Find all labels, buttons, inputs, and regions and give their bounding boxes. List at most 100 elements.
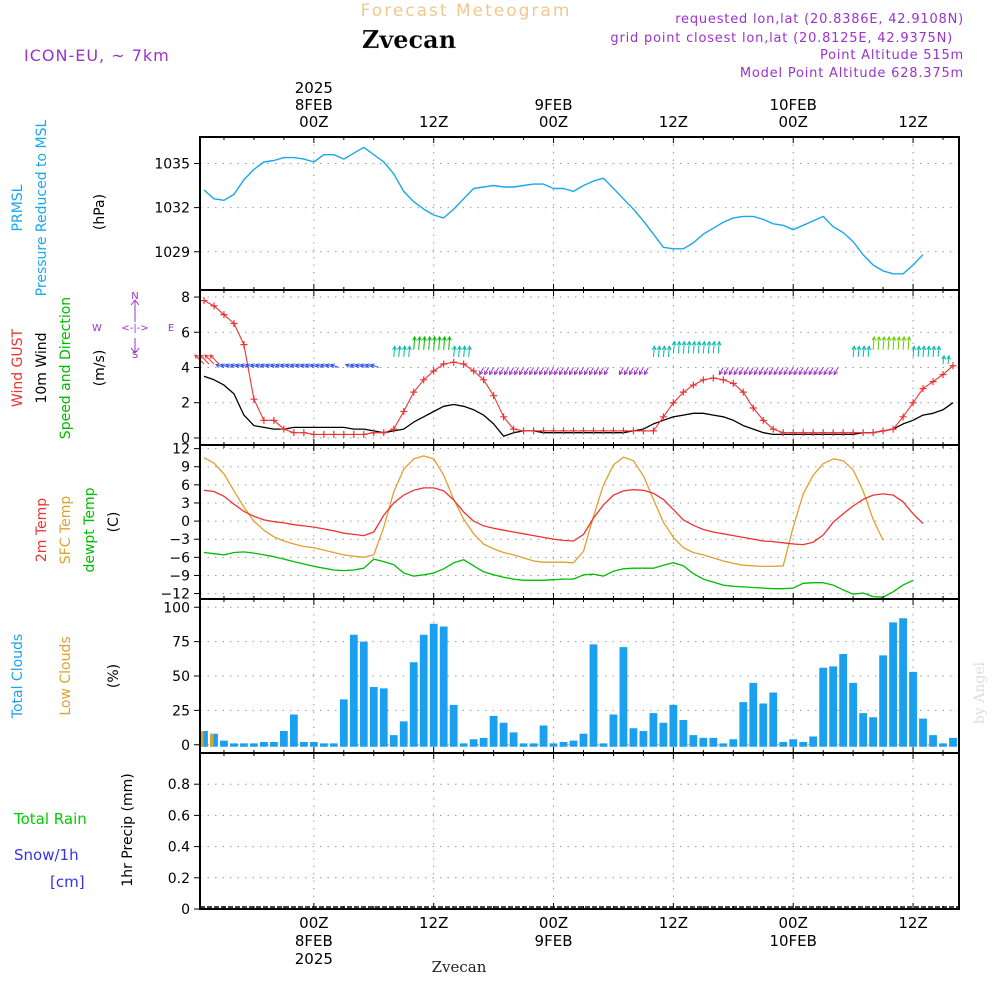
gust-marker: [520, 427, 528, 435]
gust-marker: [609, 427, 617, 435]
total-cloud-bar: [489, 715, 498, 747]
direction-arrow: [902, 336, 905, 350]
dewpt-line: [203, 551, 914, 598]
total-cloud-bar: [799, 742, 808, 747]
direction-arrow: [529, 367, 534, 375]
y-tick-label: 0.8: [168, 777, 190, 793]
direction-arrow-head: [524, 370, 529, 376]
direction-arrow-head: [249, 363, 255, 368]
direction-arrow-head: [284, 363, 290, 368]
total-cloud-bar: [250, 743, 258, 747]
gust-marker: [290, 429, 298, 437]
direction-arrow: [872, 336, 875, 350]
direction-arrow: [574, 367, 579, 375]
total-cloud-bar: [699, 737, 708, 747]
y-tick-label: 6: [181, 325, 190, 341]
direction-arrow-head: [274, 363, 280, 368]
gust-marker: [370, 429, 378, 437]
direction-arrow-head: [407, 345, 412, 351]
total-cloud-bar: [399, 721, 408, 747]
direction-arrow-head: [479, 370, 484, 376]
temp-unit: (C): [106, 512, 122, 533]
total-cloud-bar: [449, 704, 458, 747]
total-cloud-bar: [629, 728, 638, 747]
direction-arrow: [209, 354, 220, 365]
gust-marker: [390, 425, 398, 433]
total-cloud-bar: [240, 743, 248, 747]
time-label-bottom: 12Z: [659, 914, 688, 932]
snow-legend: Snow/1h: [14, 846, 79, 864]
y-tick-label: 0: [181, 902, 190, 918]
direction-arrow: [657, 346, 660, 357]
time-label-top: 12Z: [898, 113, 927, 131]
direction-arrow: [882, 336, 885, 350]
direction-arrow-head: [768, 370, 773, 376]
direction-arrow-head: [578, 370, 584, 376]
direction-arrow: [433, 336, 436, 350]
direction-arrow: [589, 367, 594, 375]
wind-speed-line: [203, 375, 954, 437]
direction-arrow-head: [733, 370, 738, 376]
gust-marker: [679, 388, 687, 396]
direction-arrow-head: [349, 363, 355, 368]
total-cloud-bar: [789, 739, 798, 747]
y-tick-label: 100: [163, 600, 190, 616]
direction-arrow-head: [504, 370, 509, 376]
total-cloud-bar: [909, 671, 917, 747]
gust-marker: [659, 413, 667, 421]
direction-arrow-head: [588, 370, 594, 376]
gust-marker: [699, 376, 707, 384]
direction-arrow-head: [906, 335, 912, 341]
direction-arrow: [892, 336, 895, 350]
direction-arrow-head: [534, 370, 539, 376]
total-cloud-bar: [869, 717, 878, 747]
direction-arrow: [370, 364, 379, 368]
rain-legend: Total Rain: [13, 810, 87, 828]
direction-arrow-head: [554, 370, 559, 376]
total-cloud-bar: [839, 654, 848, 747]
direction-arrow-head: [539, 370, 544, 376]
direction-arrow-head: [529, 370, 534, 376]
direction-arrow: [862, 346, 865, 357]
gust-marker: [789, 429, 797, 437]
direction-arrow-head: [743, 370, 748, 376]
direction-arrow-head: [244, 363, 250, 368]
total-cloud-bar: [829, 666, 838, 747]
direction-arrow-head: [603, 370, 609, 376]
direction-arrow-head: [412, 335, 417, 341]
total-cloud-bar: [659, 722, 668, 747]
time-label-bottom: 10FEB: [769, 932, 816, 950]
direction-arrow-head: [319, 363, 325, 368]
pressure-label: Pressure Reduced to MSL: [34, 119, 50, 296]
gust-marker: [779, 429, 787, 437]
direction-arrow: [204, 354, 215, 365]
time-label-bottom: 8FEB: [295, 932, 333, 950]
direction-arrow-head: [758, 370, 763, 376]
direction-arrow: [519, 367, 525, 375]
direction-arrow-head: [711, 340, 717, 346]
gust-marker: [739, 388, 747, 396]
total-cloud-bar: [469, 739, 478, 747]
requested-coords: requested lon,lat (20.8386E, 42.9108N): [675, 12, 964, 27]
y-tick-label: 9: [181, 460, 190, 476]
wind-label: 10m Wind: [34, 332, 50, 403]
gust-marker: [490, 392, 498, 400]
total-cloud-bar: [759, 703, 768, 747]
direction-arrow: [813, 367, 819, 375]
direction-arrow-head: [234, 363, 240, 368]
y-tick-label: 50: [172, 669, 190, 685]
y-tick-label: 0.4: [168, 840, 190, 856]
direction-arrow: [932, 346, 935, 357]
direction-arrow-head: [793, 370, 798, 376]
direction-arrow: [887, 336, 890, 350]
model-point-altitude: Model Point Altitude 628.375m: [740, 66, 964, 81]
gust-marker: [210, 302, 218, 310]
direction-arrow-head: [563, 370, 569, 376]
direction-arrow-head: [269, 363, 275, 368]
direction-arrow: [788, 367, 794, 375]
direction-arrow-head: [941, 354, 946, 360]
direction-arrow-head: [856, 345, 862, 351]
gust-marker: [250, 395, 258, 403]
time-label-bottom: 00Z: [299, 914, 328, 932]
direction-arrows: [194, 335, 951, 376]
